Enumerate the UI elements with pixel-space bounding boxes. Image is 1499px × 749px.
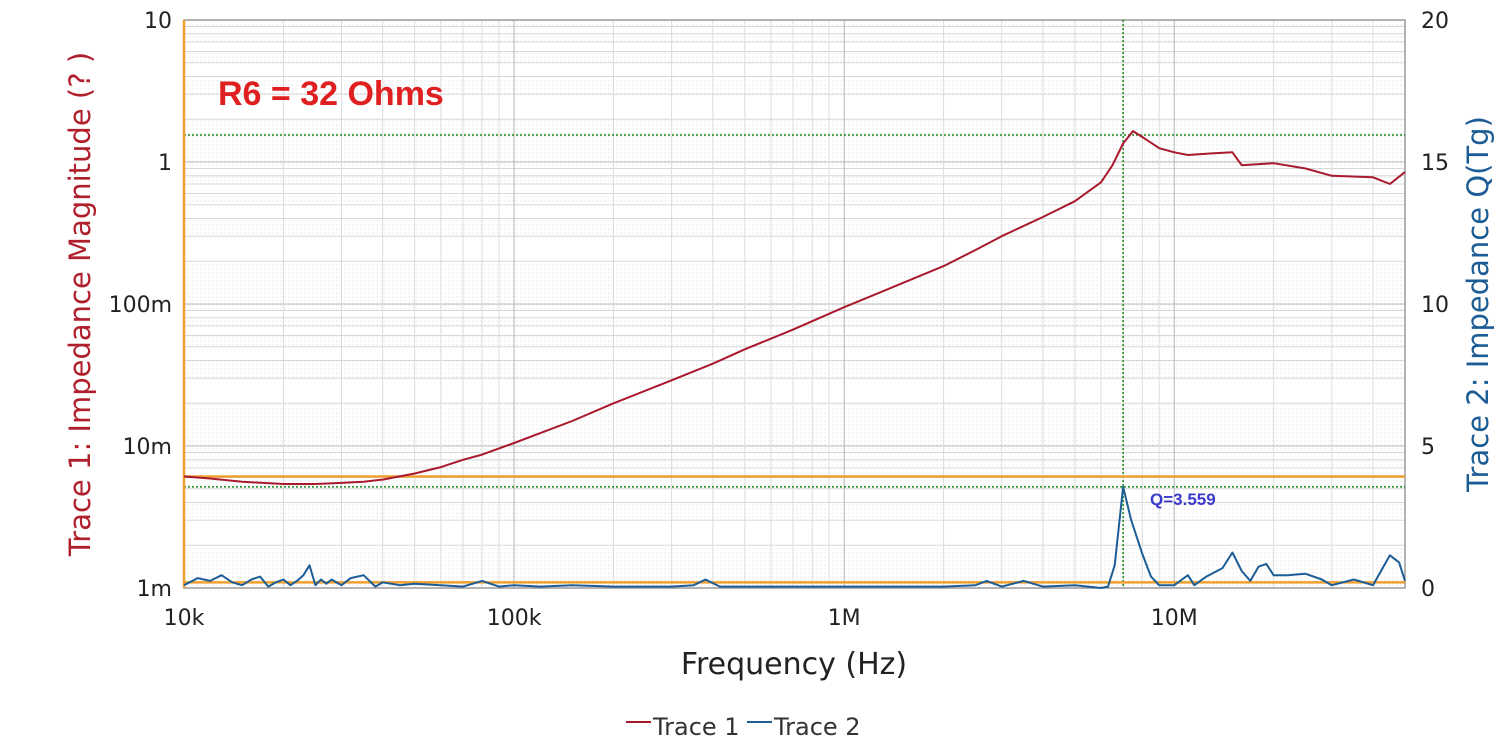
grid-band	[184, 51, 1405, 63]
grid-band	[184, 304, 1405, 311]
y-left-tick-label: 10m	[123, 435, 172, 460]
grid-band	[184, 33, 1405, 42]
y-right-tick-label: 5	[1421, 435, 1435, 460]
legend-label-trace-1: Trace 1	[652, 713, 740, 741]
y-left-tick-label: 10	[144, 9, 172, 34]
grid-band	[184, 317, 1405, 326]
grid-band	[184, 335, 1405, 347]
grid-band	[184, 360, 1405, 379]
grid-band	[184, 162, 1405, 169]
x-tick-label: 10M	[1151, 606, 1198, 631]
y-left-tick-label: 100m	[109, 293, 172, 318]
y-right-tick-label: 0	[1421, 577, 1435, 602]
x-axis-label: Frequency (Hz)	[681, 647, 907, 682]
grid-band	[184, 76, 1405, 95]
annotation-r6: R6 = 32 Ohms	[218, 75, 444, 113]
legend-label-trace-2: Trace 2	[773, 713, 861, 741]
y-left-tick-label: 1	[158, 151, 172, 176]
x-tick-label: 1M	[828, 606, 861, 631]
y-right-tick-label: 10	[1421, 293, 1449, 318]
grid-band	[184, 119, 1405, 162]
y-left-axis-label: Trace 1: Impedance Magnitude (? )	[63, 52, 97, 557]
y-right-axis-label: Trace 2: Impedance Q(Tg)	[1461, 116, 1495, 493]
grid-band	[184, 175, 1405, 184]
grid-band	[184, 193, 1405, 205]
grid-band	[184, 20, 1405, 27]
grid-band	[184, 459, 1405, 468]
legend: Trace 1 Trace 2	[626, 713, 861, 741]
y-left-tick-label: 1m	[137, 577, 172, 602]
x-tick-label: 10k	[164, 606, 205, 631]
grid-band	[184, 218, 1405, 237]
x-tick-label: 100k	[487, 606, 542, 631]
series-line-trace-2	[183, 485, 1406, 589]
grid-band	[184, 502, 1405, 521]
series-line-trace-1	[183, 130, 1406, 485]
y-right-tick-label: 15	[1421, 151, 1449, 176]
grid-band	[184, 261, 1405, 304]
grid-band	[184, 446, 1405, 453]
annotation-q: Q=3.559	[1150, 490, 1216, 509]
y-right-tick-label: 20	[1421, 9, 1449, 34]
grid-band	[184, 403, 1405, 446]
grid-band	[184, 477, 1405, 489]
